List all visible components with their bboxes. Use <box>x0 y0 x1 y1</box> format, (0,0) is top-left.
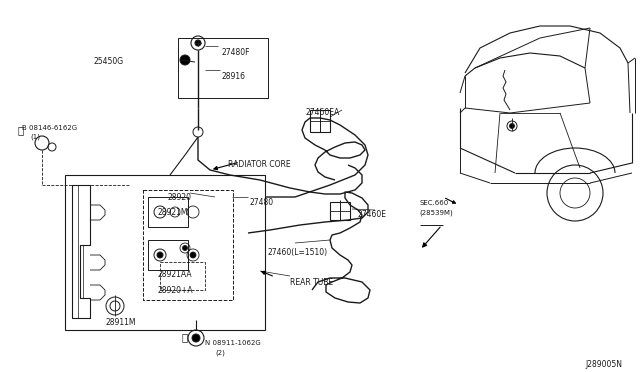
Text: 28911M: 28911M <box>105 318 136 327</box>
Bar <box>160 262 205 290</box>
Circle shape <box>195 40 201 46</box>
Text: (28539M): (28539M) <box>419 210 452 217</box>
Text: 28920: 28920 <box>167 193 191 202</box>
Bar <box>143 190 233 300</box>
Text: N 08911-1062G: N 08911-1062G <box>205 340 260 346</box>
Circle shape <box>509 124 515 128</box>
Text: 27460EA: 27460EA <box>306 108 340 117</box>
Bar <box>330 202 350 220</box>
Circle shape <box>182 246 188 250</box>
Circle shape <box>190 252 196 258</box>
Text: (1): (1) <box>30 133 40 140</box>
Text: 25450G: 25450G <box>93 57 123 66</box>
Text: J289005N: J289005N <box>585 360 622 369</box>
Text: 28916: 28916 <box>222 72 246 81</box>
Bar <box>148 240 188 270</box>
Text: RADIATOR CORE: RADIATOR CORE <box>228 160 291 169</box>
Text: Ⓝ: Ⓝ <box>182 332 188 342</box>
Text: 28921M: 28921M <box>158 208 189 217</box>
Text: Ⓑ: Ⓑ <box>18 125 24 135</box>
Bar <box>178 38 268 98</box>
Bar <box>310 110 330 132</box>
Text: B 08146-6162G: B 08146-6162G <box>22 125 77 131</box>
Text: 28920+A: 28920+A <box>158 286 194 295</box>
Text: 27460E: 27460E <box>358 210 387 219</box>
Circle shape <box>192 334 200 342</box>
Bar <box>148 197 188 227</box>
Circle shape <box>157 252 163 258</box>
Text: 27480: 27480 <box>250 198 274 207</box>
Circle shape <box>180 55 190 65</box>
Text: 27480F: 27480F <box>222 48 250 57</box>
Text: (2): (2) <box>215 350 225 356</box>
Text: 27460(L=1510): 27460(L=1510) <box>268 248 328 257</box>
Bar <box>65 175 265 330</box>
Text: SEC.660: SEC.660 <box>419 200 448 206</box>
Text: REAR TUBE: REAR TUBE <box>290 278 333 287</box>
Text: 28921AA: 28921AA <box>158 270 193 279</box>
